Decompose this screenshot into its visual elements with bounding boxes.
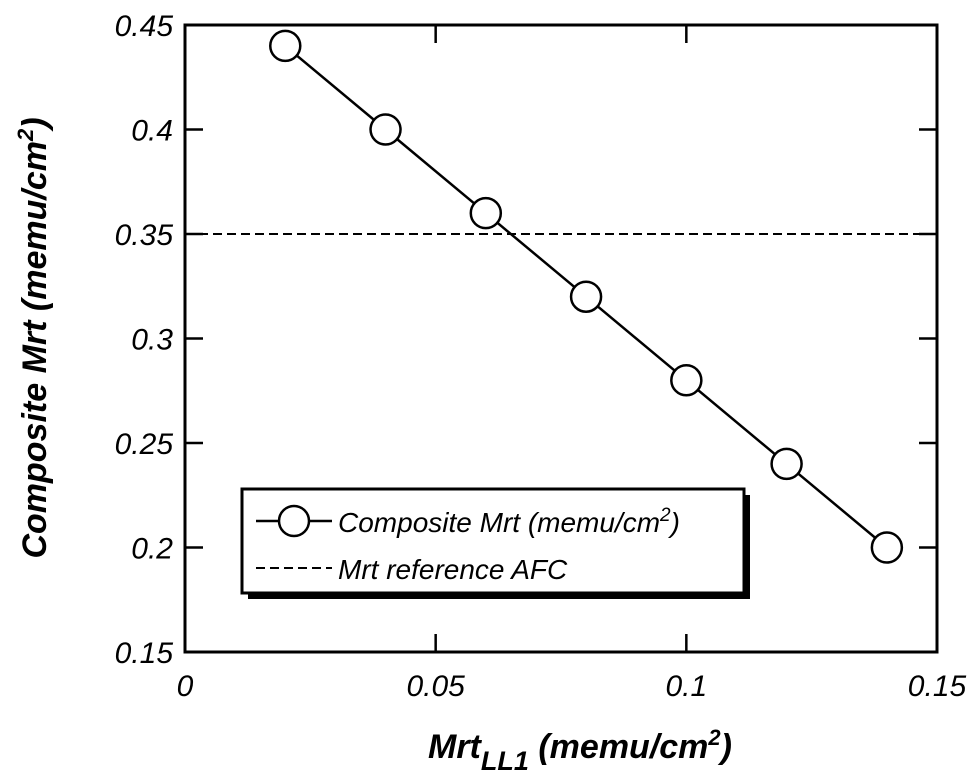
y-tick-label: 0.35 [115,219,174,252]
y-tick-label: 0.45 [115,10,174,43]
x-tick-label: 0 [177,670,194,703]
data-point-composite [870,531,904,564]
legend-marker-composite [277,504,311,538]
data-point-composite [770,447,803,481]
x-tick-label: 0.15 [908,670,967,703]
data-point-composite [369,113,402,146]
data-point-composite [670,364,703,397]
x-tick-label: 0.05 [406,670,465,703]
y-axis-title: Composite Mrt (memu/cm2) [13,117,54,558]
x-axis-title: MrtLL1 (memu/cm2) [428,725,732,775]
series-lines [185,44,937,549]
data-point-composite [569,280,603,313]
data-markers [269,29,904,564]
legend-label-reference: Mrt reference AFC [338,554,568,585]
y-tick-label: 0.3 [131,324,173,357]
y-tick-label: 0.2 [131,533,173,566]
legend-label-composite: Composite Mrt (memu/cm2) [338,505,680,538]
y-tick-label: 0.15 [115,637,174,670]
x-tick-label: 0.1 [665,670,707,703]
x-tick-labels: 0 0.05 0.1 0.15 [177,670,967,703]
y-tick-label: 0.25 [115,428,174,461]
data-point-composite [469,196,503,230]
y-tick-labels: 0.15 0.2 0.25 0.3 0.35 0.4 0.45 [115,10,174,670]
data-point-composite [269,29,302,63]
legend-box [240,487,746,595]
y-tick-label: 0.4 [131,115,173,148]
legend: Composite Mrt (memu/cm2) Mrt reference A… [240,487,750,599]
